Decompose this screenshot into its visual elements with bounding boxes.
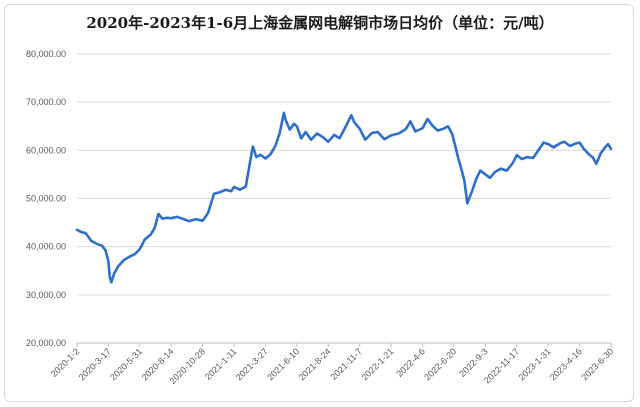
x-tick-label: 2020-1-2 xyxy=(49,346,82,379)
x-tick-label: 2022-4-6 xyxy=(394,346,427,379)
x-axis-ticks: 2020-1-22020-3-172020-5-312020-8-142020-… xyxy=(49,343,615,386)
price-line xyxy=(75,111,613,284)
x-tick-label: 2020-3-17 xyxy=(77,346,113,382)
chart-frame xyxy=(4,4,634,402)
y-axis-ticks: 20,000.00 30,000.00 40,000.00 50,000.00 60,0… xyxy=(26,49,66,348)
x-tick-label: 2021-8-24 xyxy=(297,346,333,382)
x-tick-label: 2020-5-31 xyxy=(108,346,144,382)
x-tick-label: 2021-3-27 xyxy=(234,346,270,382)
y-tick-label: 80,000.00 xyxy=(26,49,66,59)
series-layer xyxy=(75,111,613,284)
x-tick-label: 2022-6-20 xyxy=(422,346,458,382)
x-tick-label: 2021-11-7 xyxy=(328,346,364,382)
y-tick-label: 60,000.00 xyxy=(26,145,66,155)
y-tick-label: 20,000.00 xyxy=(26,338,66,348)
x-tick-label: 2023-1-31 xyxy=(516,346,552,382)
gridlines xyxy=(77,53,611,344)
x-tick-label: 2023-4-16 xyxy=(548,346,584,382)
x-tick-label: 2022-1-21 xyxy=(359,346,395,382)
x-tick-label: 2023-6-30 xyxy=(579,346,615,382)
x-tick-label: 2021-1-11 xyxy=(203,346,239,382)
y-tick-label: 40,000.00 xyxy=(26,242,66,252)
y-tick-label: 50,000.00 xyxy=(26,194,66,204)
y-tick-label: 70,000.00 xyxy=(26,97,66,107)
x-tick-label: 2022-9-3 xyxy=(457,346,490,379)
chart-title: 2020年-2023年1-6月上海金属网电解铜市场日均价（单位：元/吨） xyxy=(86,14,553,32)
y-tick-label: 30,000.00 xyxy=(26,290,66,300)
x-tick-label: 2021-6-10 xyxy=(265,346,301,382)
